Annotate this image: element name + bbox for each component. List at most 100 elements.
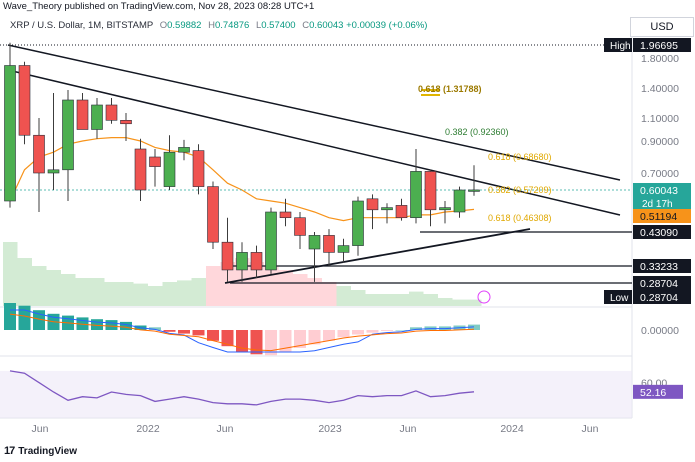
candle-body	[323, 235, 335, 253]
candle-body	[33, 134, 45, 174]
candle-body	[134, 148, 147, 191]
open-label: O	[159, 20, 168, 31]
volume-bar	[293, 274, 308, 306]
candle-body	[163, 151, 176, 187]
candle-body	[105, 104, 118, 121]
time-tick-label: Jun	[32, 423, 49, 435]
candle-body	[468, 189, 480, 192]
macd-histogram-bar	[323, 330, 335, 341]
symbol-title[interactable]: XRP / U.S. Dollar, 1M, BITSTAMP	[10, 20, 154, 31]
candle-body	[47, 169, 60, 174]
open-value: 0.59882	[167, 20, 202, 31]
volume-bar	[191, 278, 206, 306]
candle-body	[337, 245, 350, 253]
price-label-box	[633, 276, 691, 290]
volume-bar	[32, 266, 47, 306]
candle-body	[265, 211, 277, 271]
time-tick-label: Jun	[582, 423, 599, 435]
candle-body	[279, 211, 292, 219]
macd-histogram-bar	[279, 330, 292, 352]
rsi-band	[0, 370, 632, 418]
candle-body	[439, 207, 451, 211]
price-label-tag-text: High	[610, 41, 631, 52]
macd-histogram-bar	[381, 330, 393, 331]
price-label-box	[633, 225, 691, 239]
candle-body	[207, 186, 219, 243]
volume-bar	[322, 282, 337, 306]
candle-body	[294, 217, 306, 236]
volume-bar	[75, 278, 90, 306]
macd-histogram-bar	[149, 327, 161, 330]
support-trendline	[224, 228, 531, 284]
macd-line	[10, 309, 475, 353]
price-label-value: 0.43090	[640, 227, 678, 239]
close-label: C	[302, 20, 310, 31]
fib-label: 0.382 (0.92360)	[445, 127, 509, 137]
rsi-value-box	[633, 384, 683, 399]
candle-body	[352, 200, 364, 246]
price-tick-label: 0.90000	[641, 136, 679, 148]
fib-label: 0.618 (1.31788)	[418, 84, 482, 94]
volume-bar	[438, 298, 453, 306]
price-label-value: 1.96695	[640, 40, 678, 52]
volume-bar	[17, 258, 32, 306]
volume-bar	[148, 286, 163, 306]
candle-body	[178, 147, 190, 153]
candle-body	[18, 65, 31, 136]
volume-bar	[365, 294, 380, 306]
price-label-box	[633, 38, 691, 52]
time-tick-label: 2023	[318, 423, 342, 435]
candle-body	[149, 156, 161, 167]
candle-body	[308, 235, 321, 250]
price-tick-label: 1.10000	[641, 113, 679, 125]
volume-bar	[336, 286, 351, 306]
macd-histogram-bar	[18, 305, 31, 330]
volume-bar	[278, 270, 293, 306]
macd-histogram-bar	[250, 330, 263, 355]
volume-bar	[90, 278, 105, 306]
countdown-text: 2d 17h	[642, 199, 673, 210]
low-label: L	[255, 20, 262, 31]
macd-histogram-bar	[265, 330, 277, 356]
candle-body	[120, 120, 132, 125]
fib-label: 0.382 (0.57209)	[488, 185, 552, 195]
price-label-value: 0.51194	[640, 211, 677, 223]
price-label-box	[633, 290, 691, 304]
price-label-value: 0.60043	[640, 185, 678, 197]
volume-bar	[61, 274, 76, 306]
volume-bar	[177, 280, 192, 306]
candle-body	[221, 241, 234, 271]
macd-histogram-bar	[4, 303, 16, 330]
currency-button[interactable]: USD	[630, 17, 694, 37]
rsi-value-label: 52.16	[640, 387, 666, 399]
price-tick-label: 1.40000	[641, 83, 679, 95]
volume-bar	[452, 299, 467, 306]
low-value: 0.57400	[261, 20, 296, 31]
macd-histogram-bar	[120, 321, 132, 330]
footer-brand: 17 TradingView	[4, 443, 77, 459]
middle-trendline	[7, 69, 621, 216]
price-panel-background	[0, 40, 632, 306]
rsi-line	[9, 370, 475, 406]
macd-histogram-bar	[294, 330, 306, 348]
time-tick-label: Jun	[217, 423, 234, 435]
candle-body	[395, 205, 408, 219]
macd-histogram-bar	[91, 319, 103, 330]
macd-histogram-bar	[207, 330, 219, 341]
macd-histogram-bar	[337, 330, 350, 338]
volume-bar	[206, 266, 221, 306]
publisher-line: Wave_Theory published on TradingView.com…	[3, 1, 315, 12]
macd-histogram-bar	[163, 330, 176, 332]
macd-histogram-bar	[221, 330, 234, 347]
macd-histogram-bar	[178, 330, 190, 334]
volume-bar	[46, 270, 61, 306]
fib-label: 0.618 (0.68680)	[488, 152, 552, 162]
price-tick-label: 0.70000	[641, 168, 679, 180]
macd-histogram-bar	[308, 330, 321, 345]
volume-bar	[351, 290, 366, 306]
candle-body	[91, 104, 103, 130]
price-label-tag	[604, 38, 632, 52]
volume-bar	[423, 294, 438, 306]
high-value: 0.74876	[214, 20, 250, 31]
